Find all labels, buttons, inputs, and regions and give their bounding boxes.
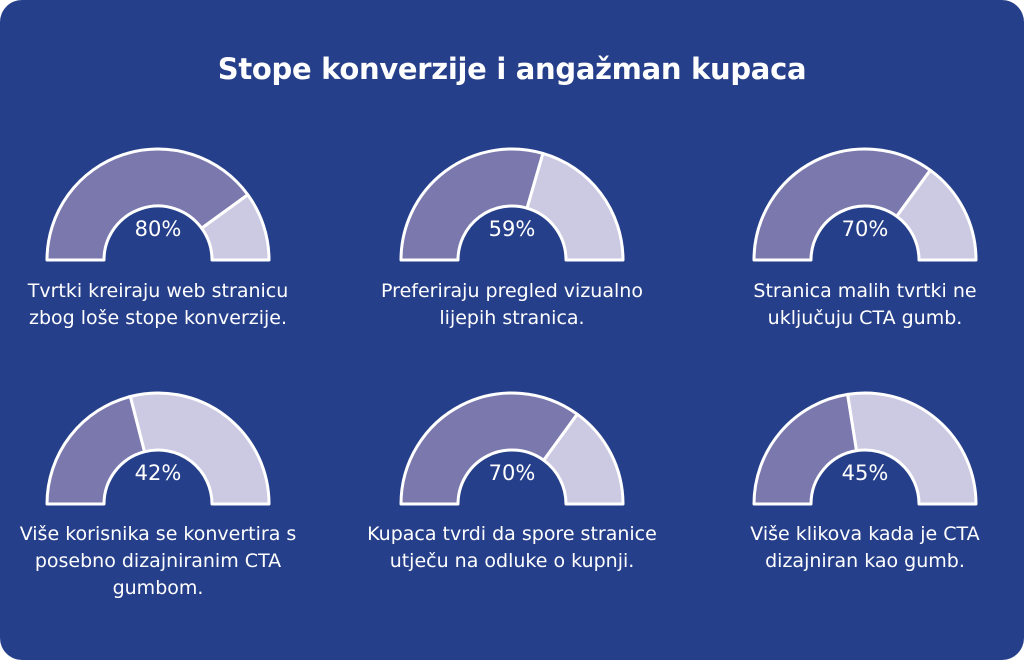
gauge-3-arc bbox=[752, 147, 978, 262]
gauge-2-filled-segment bbox=[399, 147, 545, 262]
gauge-5-value: 70% bbox=[488, 461, 536, 485]
chart-title: Stope konverzije i angažman kupaca bbox=[217, 52, 807, 86]
gauge-1-filled-segment bbox=[45, 147, 250, 262]
gauge-1-value: 80% bbox=[134, 217, 182, 241]
gauge-2: 59% bbox=[392, 143, 632, 273]
gauge-1: 80% bbox=[38, 143, 278, 273]
gauge-3-value: 70% bbox=[841, 217, 889, 241]
gauge-6-filled-segment bbox=[752, 392, 859, 506]
gauge-6-value: 45% bbox=[841, 461, 889, 485]
gauge-1-remaining-segment bbox=[200, 193, 271, 262]
gauge-4-arc bbox=[45, 391, 271, 506]
gauge-3-description: Stranica malih tvrtki ne uključuju CTA g… bbox=[753, 280, 977, 329]
gauge-5-filled-segment bbox=[399, 391, 579, 506]
gauge-3-filled-segment bbox=[752, 147, 932, 262]
gauge-2-arc bbox=[399, 147, 625, 262]
gauge-4-filled-segment bbox=[45, 394, 147, 506]
gauge-3: 70% bbox=[745, 143, 985, 273]
gauge-5-remaining-segment bbox=[542, 412, 625, 506]
gauge-4-value: 42% bbox=[134, 461, 182, 485]
gauge-1-arc bbox=[45, 147, 271, 262]
gauge-5-description: Kupaca tvrdi da spore stranice utječu na… bbox=[367, 523, 657, 572]
gauge-5-arc bbox=[399, 391, 625, 506]
gauge-1-description: Tvrtki kreiraju web stranicu zbog loše s… bbox=[27, 280, 289, 329]
gauge-4-remaining-segment bbox=[128, 391, 271, 506]
gauge-6: 45% bbox=[745, 387, 985, 517]
gauge-2-value: 59% bbox=[488, 217, 536, 241]
gauge-3-remaining-segment bbox=[895, 168, 978, 262]
gauge-2-remaining-segment bbox=[525, 151, 625, 262]
gauge-2-description: Preferiraju pregled vizualno lijepih str… bbox=[381, 280, 643, 329]
gauge-4-description: Više korisnika se konvertira s posebno d… bbox=[19, 523, 297, 599]
gauge-5: 70% bbox=[392, 387, 632, 517]
gauge-6-description: Više klikova kada je CTA dizajniran kao … bbox=[750, 523, 980, 572]
gauge-6-remaining-segment bbox=[846, 391, 978, 506]
gauge-6-arc bbox=[752, 391, 978, 506]
gauge-4: 42% bbox=[38, 387, 278, 517]
